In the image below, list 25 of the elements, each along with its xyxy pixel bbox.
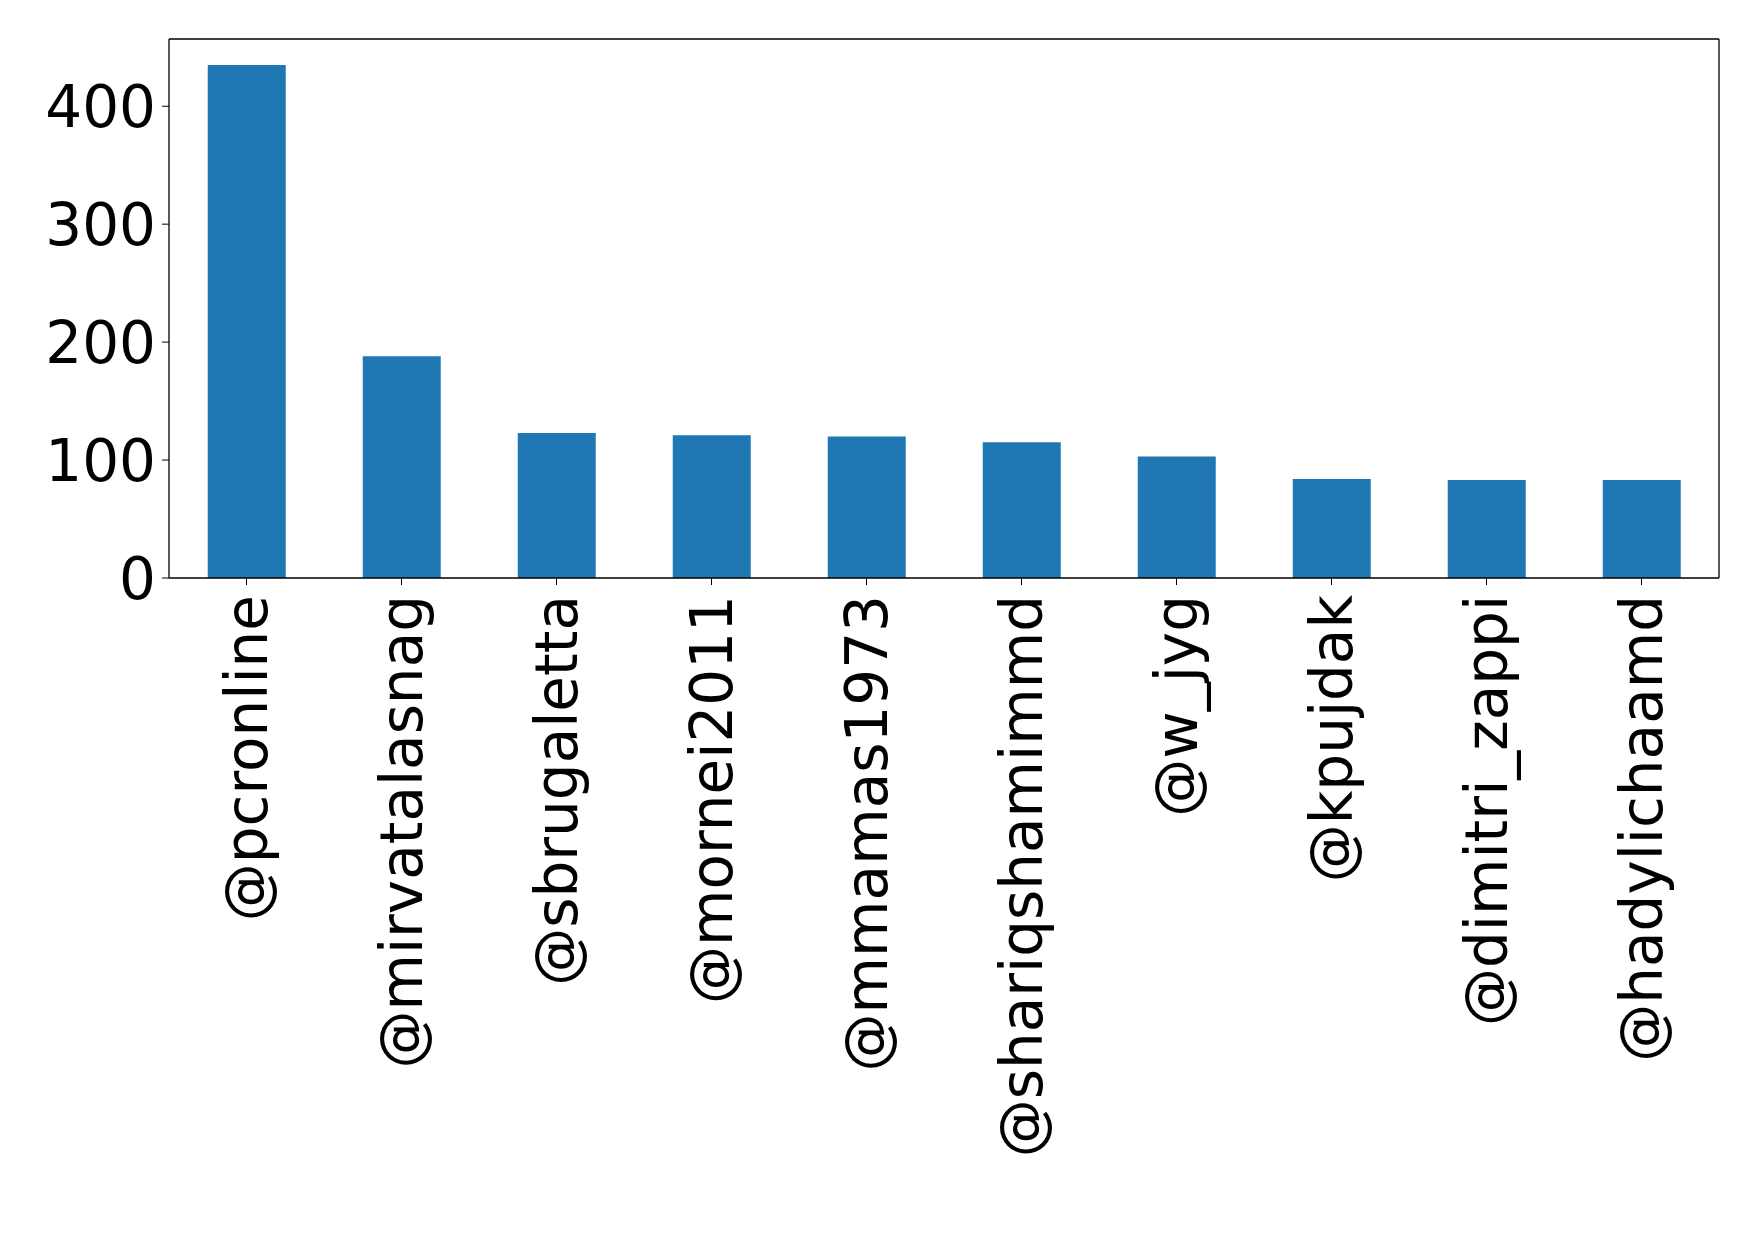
- y-tick-label: 0: [119, 544, 156, 613]
- bar: [672, 435, 751, 578]
- bar: [1602, 480, 1681, 578]
- x-tick-label: @w_jyg: [1143, 595, 1212, 817]
- bar: [207, 64, 286, 578]
- x-tick-label: @dimitri_zappi: [1453, 595, 1522, 1026]
- x-tick-label: @pcronline: [213, 595, 282, 922]
- bar: [1292, 478, 1371, 578]
- bar: [982, 442, 1061, 578]
- bar: [1137, 456, 1216, 578]
- y-tick-label: 300: [45, 190, 156, 259]
- bar: [1447, 480, 1526, 578]
- bar: [517, 432, 596, 578]
- bar: [827, 436, 906, 578]
- x-tick-label: @hadylichaamd: [1608, 595, 1677, 1062]
- y-tick-label: 200: [45, 308, 156, 377]
- x-tick-label: @kpujdak: [1298, 594, 1367, 883]
- bar: [362, 356, 441, 578]
- y-tick-label: 100: [45, 426, 156, 495]
- x-tick-label: @shariqshamimmd: [988, 595, 1057, 1158]
- y-tick-label: 400: [45, 72, 156, 141]
- x-tick-label: @sbrugaletta: [523, 595, 592, 986]
- x-tick-label: @mmamas1973: [833, 595, 902, 1072]
- x-tick-label: @mornei2011: [678, 595, 747, 1004]
- x-tick-label: @mirvatalasnag: [368, 595, 437, 1069]
